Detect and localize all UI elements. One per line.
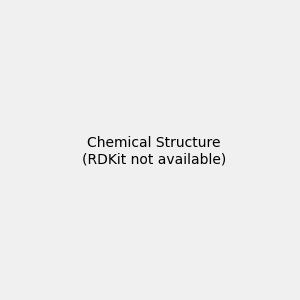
Text: Chemical Structure
(RDKit not available): Chemical Structure (RDKit not available): [82, 136, 226, 166]
